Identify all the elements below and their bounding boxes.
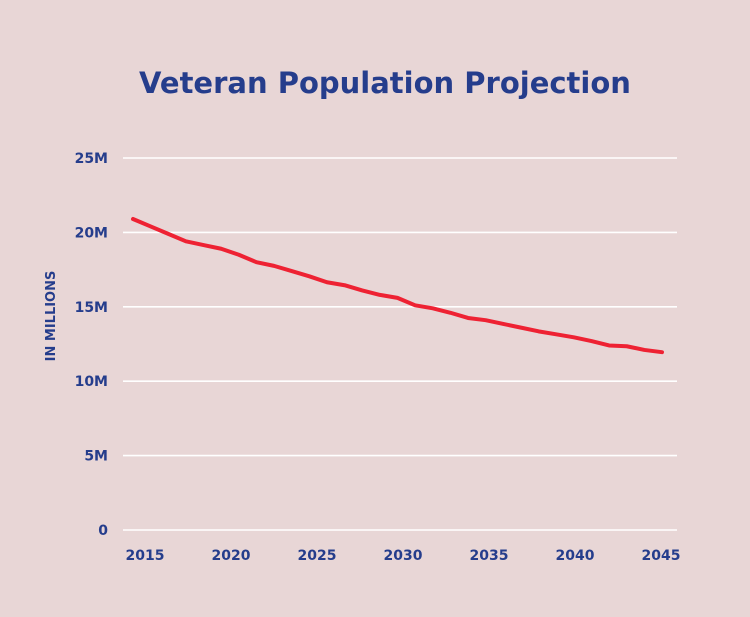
x-tick-label: 2035: [470, 548, 509, 564]
y-tick-label: 25M: [75, 151, 108, 167]
x-tick-label: 2040: [556, 548, 595, 564]
y-tick-label: 20M: [75, 225, 108, 241]
y-tick-label: 15M: [75, 300, 108, 316]
chart-title: Veteran Population Projection: [139, 66, 631, 100]
x-tick-label: 2020: [212, 548, 251, 564]
y-tick-label: 5M: [84, 449, 108, 465]
x-tick-label: 2045: [642, 548, 681, 564]
series-line: [131, 217, 664, 355]
x-tick-label: 2025: [298, 548, 337, 564]
y-tick-label: 10M: [75, 374, 108, 390]
y-tick-label: 0: [98, 523, 108, 539]
x-tick-label: 2030: [384, 548, 423, 564]
x-tick-label: 2015: [126, 548, 165, 564]
y-axis-label: IN MILLIONS: [44, 271, 59, 362]
